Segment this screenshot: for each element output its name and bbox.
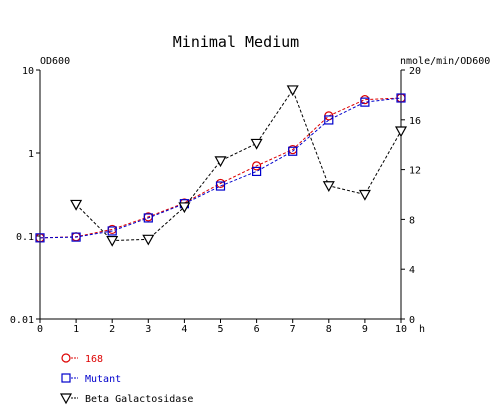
data-point bbox=[252, 161, 262, 171]
x-tick-label: 8 bbox=[326, 324, 332, 335]
y-right-tick-label: 20 bbox=[409, 66, 421, 77]
chart-title: Minimal Medium bbox=[173, 33, 299, 51]
data-point bbox=[214, 156, 227, 168]
data-point bbox=[252, 166, 262, 177]
series-line bbox=[75, 88, 402, 242]
legend-label: Beta Galactosidase bbox=[85, 394, 193, 405]
data-point bbox=[71, 232, 81, 242]
data-point bbox=[396, 93, 406, 103]
x-tick-label: 10 bbox=[395, 324, 407, 335]
y-right-tick-label: 8 bbox=[409, 215, 415, 226]
y-right-tick-label: 0 bbox=[409, 315, 415, 326]
y-left-axis-label: OD600 bbox=[40, 56, 70, 67]
y-left-tick-label: 0.01 bbox=[10, 315, 34, 326]
x-tick-label: 0 bbox=[37, 324, 43, 335]
data-point bbox=[142, 234, 155, 246]
x-tick-label: 6 bbox=[254, 324, 260, 335]
data-point bbox=[143, 213, 153, 223]
legend-label: Mutant bbox=[85, 374, 121, 385]
legend-item: 168 bbox=[61, 353, 103, 365]
x-tick-label: 7 bbox=[290, 324, 296, 335]
x-tick-label: 5 bbox=[217, 324, 223, 335]
legend-item: Mutant bbox=[61, 373, 121, 385]
data-point bbox=[394, 126, 408, 138]
legend-label: 168 bbox=[85, 354, 103, 365]
x-tick-label: 3 bbox=[145, 324, 151, 335]
data-point bbox=[107, 226, 117, 236]
data-point bbox=[178, 202, 191, 214]
data-point bbox=[106, 235, 119, 247]
data-point bbox=[324, 115, 334, 125]
data-point bbox=[322, 181, 335, 193]
legend-marker bbox=[61, 373, 71, 383]
data-point bbox=[35, 233, 45, 243]
data-point bbox=[70, 199, 83, 211]
y-right-tick-label: 12 bbox=[409, 166, 421, 177]
x-tick-label: 9 bbox=[362, 324, 368, 335]
series-square bbox=[35, 93, 406, 243]
y-left-tick-label: 1 bbox=[28, 149, 34, 160]
data-point bbox=[250, 138, 263, 150]
y-right-tick-label: 16 bbox=[409, 116, 421, 127]
legend-marker bbox=[59, 393, 73, 405]
legend-item: Beta Galactosidase bbox=[59, 393, 193, 405]
x-axis-unit: h bbox=[419, 324, 425, 335]
data-point bbox=[358, 189, 371, 201]
series-line bbox=[39, 97, 402, 239]
data-point bbox=[288, 146, 298, 156]
x-tick-label: 1 bbox=[73, 324, 79, 335]
y-left-tick-label: 0.1 bbox=[16, 232, 34, 243]
data-point bbox=[360, 97, 370, 107]
series-line bbox=[39, 97, 402, 239]
data-point bbox=[215, 181, 226, 191]
y-right-axis-label: nmole/min/OD600 bbox=[400, 56, 490, 67]
legend-marker bbox=[61, 353, 71, 363]
legend: 168 Mutant Beta Galactosidase bbox=[59, 353, 193, 405]
x-tick-label: 4 bbox=[181, 324, 187, 335]
series-layer bbox=[35, 85, 408, 247]
y-left-tick-label: 10 bbox=[22, 66, 34, 77]
x-tick-label: 2 bbox=[109, 324, 115, 335]
data-point bbox=[286, 85, 299, 97]
series-triangle-down bbox=[70, 85, 408, 247]
y-right-tick-label: 4 bbox=[409, 265, 415, 276]
